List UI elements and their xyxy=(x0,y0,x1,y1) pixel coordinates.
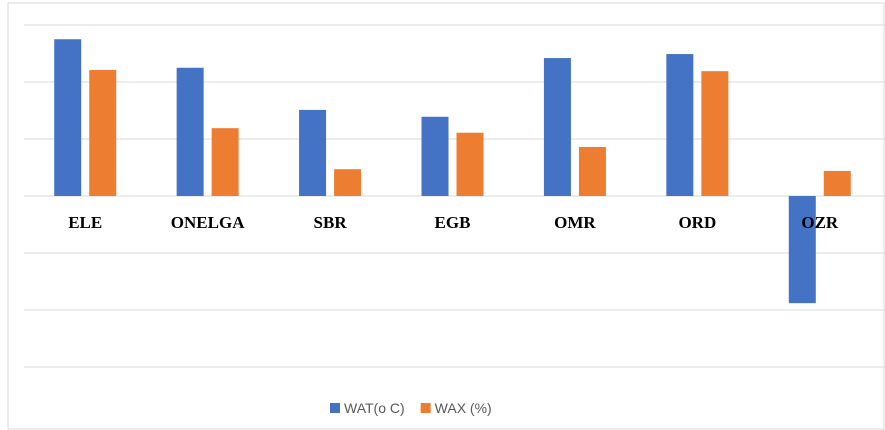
bar xyxy=(578,146,606,196)
x-tick-label: SBR xyxy=(314,213,348,232)
x-tick-label: ONELGA xyxy=(171,213,245,232)
x-tick-label: ELE xyxy=(68,213,102,232)
bar xyxy=(299,109,327,196)
bar xyxy=(334,169,362,196)
bar xyxy=(421,116,449,196)
bar xyxy=(456,132,484,196)
x-tick-label: ORD xyxy=(678,213,716,232)
bar xyxy=(823,170,851,196)
bar xyxy=(89,70,117,196)
bar xyxy=(788,196,816,304)
legend-label: WAT(o C) xyxy=(344,400,405,416)
bar xyxy=(211,128,239,196)
x-tick-label: EGB xyxy=(435,213,471,232)
bar xyxy=(701,71,729,196)
bar xyxy=(54,39,82,196)
legend-label: WAX (%) xyxy=(435,400,492,416)
legend-swatch xyxy=(420,403,431,413)
bar xyxy=(543,58,571,197)
chart-border xyxy=(7,2,885,430)
bar xyxy=(176,67,204,196)
bar xyxy=(666,54,694,196)
x-tick-label: OZR xyxy=(801,213,839,232)
x-tick-label: OMR xyxy=(554,213,596,232)
legend-swatch xyxy=(330,403,340,413)
